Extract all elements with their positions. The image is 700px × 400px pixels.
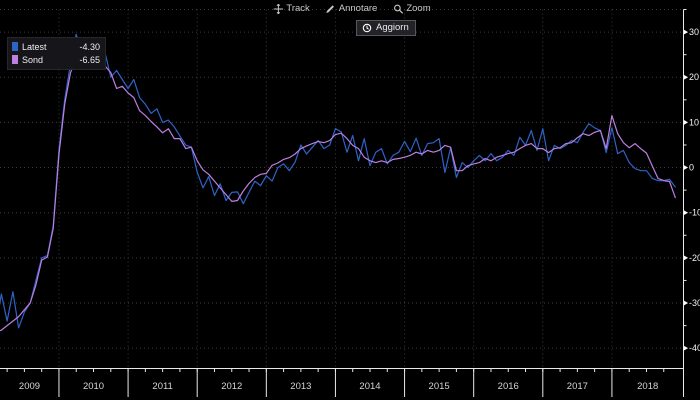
zoom-button[interactable]: Zoom xyxy=(393,3,431,14)
svg-text:-20: -20 xyxy=(689,253,700,263)
svg-text:2017: 2017 xyxy=(567,381,588,392)
svg-text:2010: 2010 xyxy=(83,381,104,392)
track-button[interactable]: Track xyxy=(273,3,310,14)
series-swatch-sond xyxy=(12,55,18,64)
magnifier-icon xyxy=(393,4,404,14)
svg-text:2012: 2012 xyxy=(221,381,242,392)
svg-text:-10: -10 xyxy=(689,208,700,218)
refresh-label: Aggiorn xyxy=(376,22,409,33)
legend-item[interactable]: Latest -4.30 xyxy=(12,40,100,53)
svg-text:0: 0 xyxy=(689,163,694,173)
svg-text:-40: -40 xyxy=(689,343,700,353)
svg-text:2016: 2016 xyxy=(498,381,519,392)
svg-text:30: 30 xyxy=(689,27,699,37)
chart-toolbar: Track Annotare Zoom xyxy=(273,3,431,14)
svg-text:-30: -30 xyxy=(689,298,700,308)
annotate-label: Annotare xyxy=(338,3,378,14)
legend-item[interactable]: Sond -6.65 xyxy=(12,53,100,66)
zoom-label: Zoom xyxy=(406,3,431,14)
track-label: Track xyxy=(286,3,310,14)
legend-label: Sond xyxy=(22,54,44,65)
svg-text:20: 20 xyxy=(689,72,699,82)
svg-text:10: 10 xyxy=(689,117,699,127)
pencil-icon xyxy=(326,4,335,13)
clock-icon xyxy=(362,23,372,32)
svg-text:2013: 2013 xyxy=(290,381,311,392)
crosshair-icon xyxy=(273,3,284,14)
legend-label: Latest xyxy=(22,41,47,52)
svg-text:2015: 2015 xyxy=(429,381,450,392)
legend-value: -4.30 xyxy=(79,41,100,52)
annotate-button[interactable]: Annotare xyxy=(326,3,378,14)
svg-text:2011: 2011 xyxy=(152,381,172,392)
svg-text:2009: 2009 xyxy=(19,381,40,392)
svg-text:2018: 2018 xyxy=(637,381,658,392)
refresh-button[interactable]: Aggiorn xyxy=(356,20,416,36)
svg-text:2014: 2014 xyxy=(359,381,380,392)
chart-legend: Latest -4.30 Sond -6.65 xyxy=(7,37,106,70)
series-swatch-latest xyxy=(12,42,18,51)
legend-value: -6.65 xyxy=(79,54,100,65)
